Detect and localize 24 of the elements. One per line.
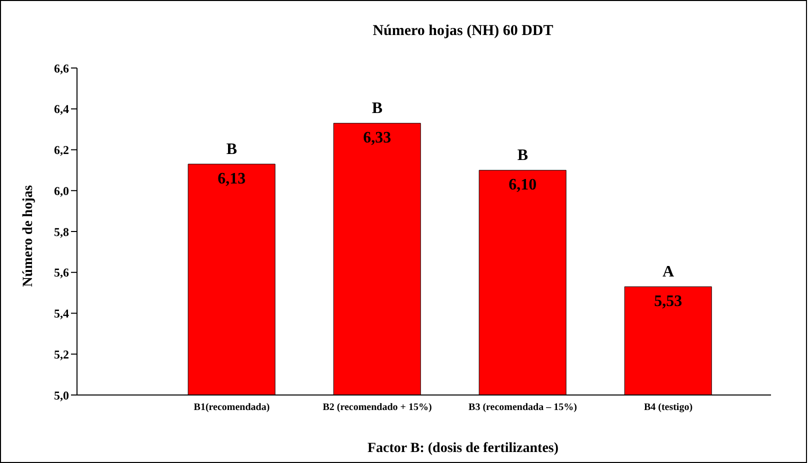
x-tick-label: B2 (recomendado + 15%) xyxy=(322,402,432,414)
annotation: B xyxy=(226,141,238,158)
annotation: B xyxy=(517,147,528,164)
y-tick-label: 6,0 xyxy=(54,184,69,198)
y-axis-title: Número de hojas xyxy=(21,185,37,287)
x-tick-label: B1(recomendada) xyxy=(194,402,270,414)
data-label: 6,13 xyxy=(218,170,246,188)
chart-title: Número hojas (NH) 60 DDT xyxy=(372,23,554,40)
y-tick-label: 5,2 xyxy=(54,347,69,362)
x-tick-label: B4 (testigo) xyxy=(644,402,693,414)
data-label: 6,33 xyxy=(363,130,392,147)
annotation: B xyxy=(372,100,383,118)
y-tick-label: 5,4 xyxy=(54,306,69,321)
x-tick-label: B3 (recomendada – 15%) xyxy=(468,402,577,414)
x-axis-title: Factor B: (dosis de fertilizantes) xyxy=(367,441,559,457)
y-tick-label: 5,0 xyxy=(54,388,69,402)
annotation: A xyxy=(662,264,674,281)
data-label: 6,10 xyxy=(508,176,537,194)
y-tick-label: 6,6 xyxy=(54,61,69,76)
y-tick-label: 5,8 xyxy=(54,224,69,239)
data-label: 5,53 xyxy=(654,293,682,310)
y-tick-label: 6,2 xyxy=(54,143,69,158)
y-tick-label: 6,4 xyxy=(54,102,69,116)
y-tick-label: 5,6 xyxy=(54,266,69,280)
